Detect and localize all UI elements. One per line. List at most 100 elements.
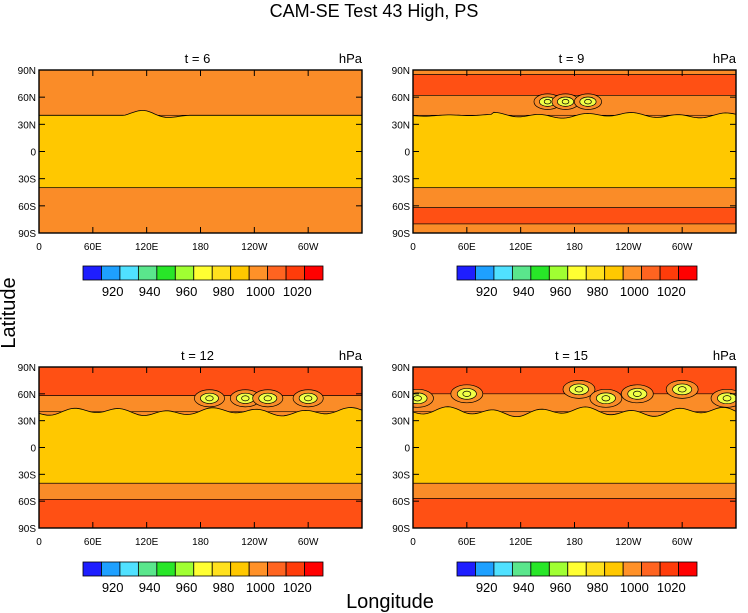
- y-tick-label: 90N: [392, 363, 410, 374]
- colorbar-swatch: [211, 265, 232, 281]
- colorbar-swatch: [475, 265, 495, 281]
- eddy-inner: [627, 388, 648, 400]
- y-tick-label: 60S: [392, 497, 410, 508]
- y-tick-label: 30S: [392, 470, 410, 481]
- colorbar-swatch: [137, 265, 158, 281]
- y-tick-label: 90S: [18, 524, 36, 535]
- x-tick-label: 120E: [135, 242, 159, 253]
- colorbar-label: 920: [102, 580, 124, 595]
- colorbar-label: 1000: [246, 284, 275, 299]
- colorbar-swatch: [119, 265, 139, 281]
- colorbar-swatch: [511, 265, 532, 281]
- y-tick-label: 30S: [18, 175, 36, 186]
- colorbar-label: 940: [513, 284, 535, 299]
- eddy-core: [561, 99, 570, 105]
- colorbar-swatch: [511, 561, 532, 577]
- x-tick-label: 180: [192, 242, 209, 253]
- x-tick-label: 0: [410, 242, 416, 253]
- eddy-inner: [456, 388, 477, 400]
- colorbar-swatch: [678, 265, 698, 281]
- colorbar-swatch: [604, 561, 624, 577]
- y-tick-label: 60N: [392, 390, 410, 401]
- colorbar-swatch: [548, 561, 569, 577]
- colorbar-swatch: [659, 561, 679, 577]
- colorbar: 920 940 960 980 1000 1020: [82, 561, 324, 595]
- x-tick-label: 120E: [135, 537, 159, 548]
- x-tick-label: 0: [36, 537, 42, 548]
- eddy-core: [722, 395, 732, 402]
- y-tick-label: 30N: [18, 417, 36, 428]
- colorbar-label: 1020: [283, 580, 312, 595]
- colorbar: 920 940 960 980 1000 1020: [82, 265, 324, 299]
- y-tick-label: 30S: [392, 175, 410, 186]
- x-tick-label: 60E: [458, 242, 476, 253]
- y-tick-label: 90N: [392, 66, 410, 77]
- colorbar-swatch: [285, 265, 305, 281]
- colorbar: 920 940 960 980 1000 1020: [456, 265, 698, 299]
- colorbar-label: 940: [139, 284, 161, 299]
- colorbar-swatch: [82, 265, 102, 281]
- colorbar-label: 960: [176, 284, 198, 299]
- eddy-inner: [557, 96, 575, 107]
- colorbar-swatch: [304, 561, 324, 577]
- eddy-core: [632, 390, 642, 397]
- colorbar: 920 940 960 980 1000 1020: [456, 561, 698, 595]
- panel-units: hPa: [339, 51, 363, 66]
- colorbar-label: 960: [550, 580, 572, 595]
- panel-title: t = 9: [559, 51, 585, 66]
- colorbar-swatch: [230, 265, 250, 281]
- x-tick-label: 120W: [615, 537, 642, 548]
- y-tick-label: 0: [404, 444, 410, 455]
- panel-field: [413, 367, 736, 528]
- x-tick-label: 60E: [84, 537, 102, 548]
- eddy-inner: [200, 392, 219, 404]
- band-3: [413, 482, 736, 499]
- colorbar-swatch: [567, 265, 587, 281]
- band-3: [39, 482, 362, 500]
- colorbar-swatch: [137, 561, 158, 577]
- y-tick-label: 60N: [18, 390, 36, 401]
- colorbar-label: 1020: [283, 284, 312, 299]
- band-2: [413, 406, 736, 484]
- x-tick-label: 60E: [458, 537, 476, 548]
- band-2: [39, 187, 362, 233]
- panel-title: t = 15: [555, 348, 588, 363]
- panel-units: hPa: [339, 348, 363, 363]
- panel-units: hPa: [713, 348, 737, 363]
- panel-units: hPa: [713, 51, 737, 66]
- x-tick-label: 60W: [298, 242, 319, 253]
- eddy-core: [205, 395, 214, 402]
- colorbar-swatch: [248, 265, 269, 281]
- colorbar-swatch: [530, 265, 550, 281]
- panel-field: [39, 367, 362, 528]
- colorbar-label: 1020: [657, 580, 686, 595]
- colorbar-label: 940: [513, 580, 535, 595]
- y-tick-label: 90S: [392, 524, 410, 535]
- eddy-inner: [258, 392, 278, 404]
- y-tick-label: 60N: [392, 93, 410, 104]
- band-1: [39, 110, 362, 189]
- eddy-inner: [595, 392, 616, 405]
- band-1: [413, 74, 736, 96]
- colorbar-label: 1020: [657, 284, 686, 299]
- colorbar-swatch: [641, 265, 661, 281]
- panel-title: t = 12: [181, 348, 214, 363]
- eddy-core: [677, 386, 687, 393]
- eddy-inner: [569, 383, 589, 396]
- colorbar-swatch: [567, 561, 587, 577]
- x-tick-label: 180: [566, 242, 583, 253]
- band-2: [39, 407, 362, 484]
- colorbar-label: 980: [213, 580, 235, 595]
- figure-title: CAM-SE Test 43 High, PS: [270, 1, 479, 21]
- eddy-inner: [235, 392, 255, 404]
- band-4: [413, 187, 736, 208]
- colorbar-swatch: [493, 561, 513, 577]
- colorbar-swatch: [548, 265, 569, 281]
- x-tick-label: 60W: [672, 537, 693, 548]
- y-tick-label: 60S: [392, 202, 410, 213]
- colorbar-swatch: [193, 265, 213, 281]
- colorbar-swatch: [304, 265, 324, 281]
- colorbar-label: 1000: [620, 580, 649, 595]
